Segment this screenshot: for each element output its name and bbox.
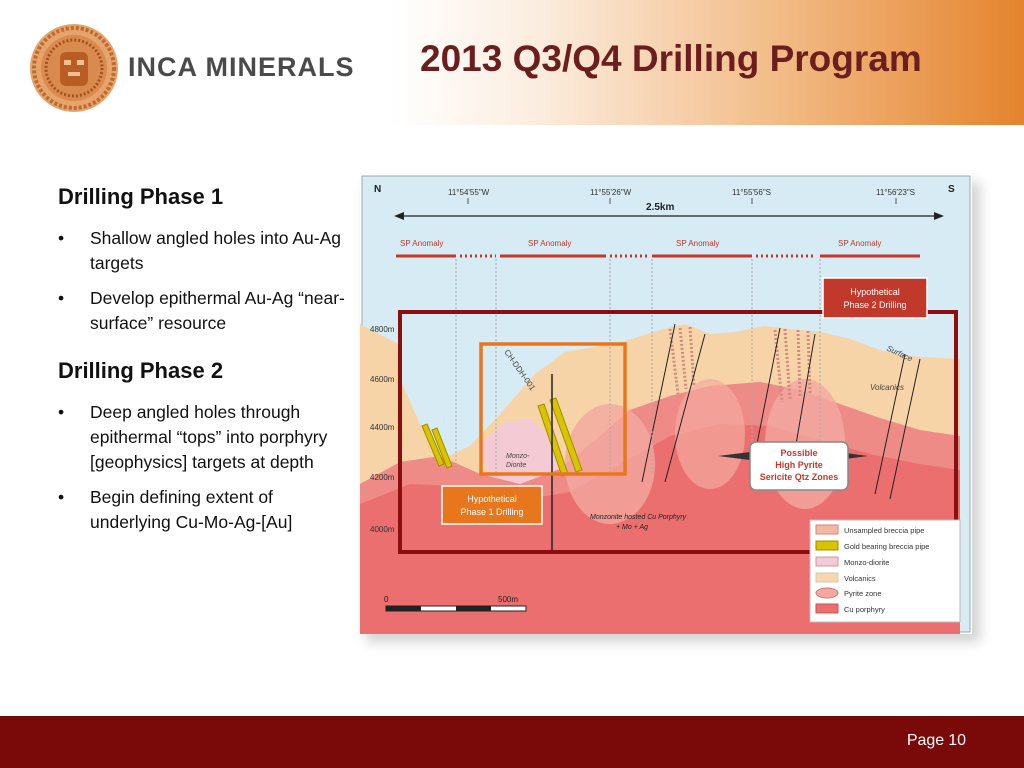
porphyry-label: + Mo + Ag — [616, 524, 648, 531]
legend-item: Cu porphyry — [815, 603, 885, 614]
slide-header: INCA MINERALS 2013 Q3/Q4 Drilling Progra… — [0, 0, 1024, 125]
pyrite-sericite-callout: Possible High Pyrite Sericite Qtz Zones — [718, 441, 868, 491]
coord-ticks — [467, 198, 897, 204]
legend: Unsampled breccia pipe Gold bearing brec… — [809, 519, 961, 623]
elevation-label: 4400m — [370, 423, 395, 432]
phase2-bullet-list: Deep angled holes through epithermal “to… — [58, 400, 348, 535]
south-label: S — [948, 184, 955, 195]
legend-swatch — [815, 587, 839, 599]
phase1-bullet-list: Shallow angled holes into Au-Ag targets … — [58, 226, 348, 336]
scale-bar: 0 500m — [384, 595, 527, 612]
coord-label: 11°55'56"S — [732, 188, 771, 197]
pyrite-zone — [675, 379, 745, 489]
legend-swatch — [815, 556, 839, 567]
legend-item: Gold bearing breccia pipe — [815, 540, 929, 551]
legend-label: Volcanics — [844, 574, 876, 583]
sp-anomalies: SP Anomaly SP Anomaly SP Anomaly SP Anom… — [396, 239, 920, 474]
monzo-label: Monzo- — [506, 453, 530, 460]
porphyry-label: Monzonite hosted Cu Porphyry — [590, 514, 687, 521]
volcanics-label: Volcanics — [870, 383, 904, 392]
phase2-bullet: Begin defining extent of underlying Cu-M… — [58, 485, 348, 535]
legend-item: Unsampled breccia pipe — [815, 524, 924, 535]
legend-swatch — [815, 540, 839, 551]
text-content: Drilling Phase 1 Shallow angled holes in… — [58, 184, 348, 545]
legend-label: Unsampled breccia pipe — [844, 526, 924, 535]
sp-anomaly-label: SP Anomaly — [676, 239, 719, 248]
elevation-label: 4800m — [370, 325, 395, 334]
phase2-bullet: Deep angled holes through epithermal “to… — [58, 400, 348, 475]
legend-item: Monzo-diorite — [815, 556, 889, 567]
page-number-value: 10 — [948, 732, 966, 749]
logo-wordmark: INCA MINERALS — [128, 52, 355, 82]
coord-label: 11°55'26"W — [590, 188, 632, 197]
sp-anomaly-label: SP Anomaly — [838, 239, 881, 248]
legend-swatch — [815, 524, 839, 535]
phase1-bullet: Shallow angled holes into Au-Ag targets — [58, 226, 348, 276]
phase1-callout: Hypothetical Phase 1 Drilling — [441, 485, 543, 525]
phase1-drilling-box — [479, 342, 627, 476]
phase1-callout-line: Hypothetical — [467, 494, 517, 504]
slide-title: 2013 Q3/Q4 Drilling Program — [420, 38, 922, 79]
legend-swatch — [815, 572, 839, 583]
legend-item: Volcanics — [815, 572, 876, 583]
coord-label: 11°56'23"S — [876, 188, 915, 197]
sp-anomaly-label: SP Anomaly — [400, 239, 443, 248]
page-label: Page — [906, 732, 945, 749]
elevation-axis: 4800m 4600m 4400m 4200m 4000m — [370, 325, 395, 534]
elevation-label: 4600m — [370, 375, 395, 384]
inca-sun-logo-icon — [30, 24, 118, 112]
zone-line-1: Possible — [780, 448, 817, 458]
phase1-callout-line: Phase 1 Drilling — [460, 507, 523, 517]
phase2-callout-line: Hypothetical — [850, 287, 900, 297]
cross-section-figure: N S 11°54'55"W 11°55'26"W 11°55'56"S 11°… — [360, 174, 972, 634]
distance-label: 2.5km — [646, 202, 674, 213]
coord-label: 11°54'55"W — [448, 188, 490, 197]
legend-swatch — [815, 603, 839, 614]
phase2-drilling-box — [398, 310, 958, 554]
legend-label: Gold bearing breccia pipe — [844, 542, 929, 551]
slide-footer: Page 10 — [0, 716, 1024, 768]
legend-label: Pyrite zone — [844, 589, 882, 598]
phase1-bullet: Develop epithermal Au-Ag “near-surface” … — [58, 286, 348, 336]
legend-label: Cu porphyry — [844, 605, 885, 614]
zone-line-3: Sericite Qtz Zones — [760, 472, 839, 482]
zone-line-2: High Pyrite — [775, 460, 823, 470]
legend-label: Monzo-diorite — [844, 558, 889, 567]
page-number: Page 10 — [903, 732, 966, 750]
elevation-label: 4000m — [370, 525, 395, 534]
phase1-heading: Drilling Phase 1 — [58, 184, 224, 209]
phase2-callout-line: Phase 2 Drilling — [843, 300, 906, 310]
phase2-heading: Drilling Phase 2 — [58, 358, 224, 383]
scale-end-label: 500m — [498, 595, 518, 604]
gold-breccia-strips — [421, 397, 583, 477]
scale-start-label: 0 — [384, 595, 389, 604]
sp-anomaly-label: SP Anomaly — [528, 239, 571, 248]
monzo-diorite-layer — [480, 419, 560, 486]
legend-item: Pyrite zone — [815, 587, 882, 599]
elevation-label: 4200m — [370, 473, 395, 482]
north-label: N — [374, 184, 381, 195]
phase2-callout: Hypothetical Phase 2 Drilling — [822, 277, 928, 319]
diorite-label: Diorite — [506, 462, 526, 469]
